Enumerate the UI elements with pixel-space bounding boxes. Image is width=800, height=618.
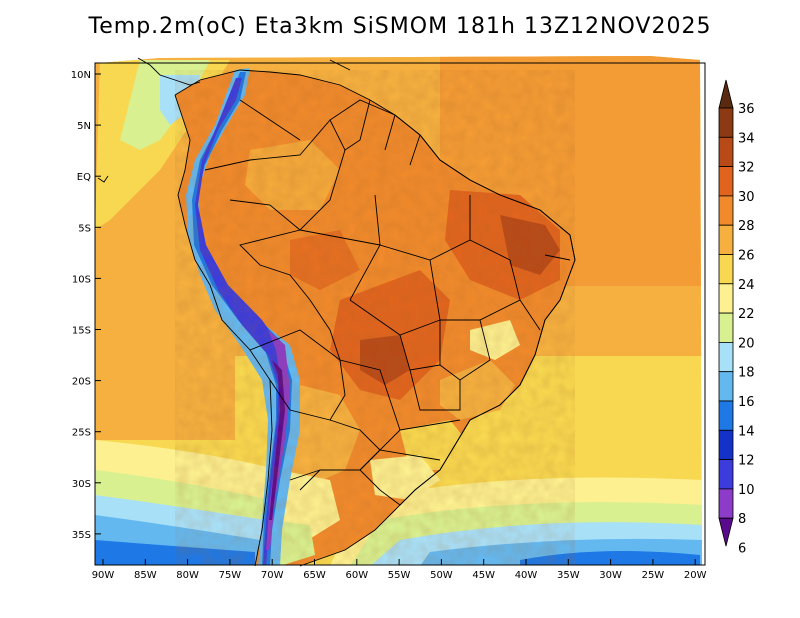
colorbar-label: 8 xyxy=(738,512,746,527)
colorbar-label: 16 xyxy=(738,395,755,410)
colorbar-segment xyxy=(718,312,734,343)
colorbar-label: 18 xyxy=(738,366,755,381)
colorbar-label: 28 xyxy=(738,219,755,234)
colorbar-segment xyxy=(718,283,734,314)
colorbar-segment xyxy=(718,254,734,285)
map-frame xyxy=(94,62,706,566)
colorbar-segment xyxy=(718,195,734,226)
colorbar-label: 6 xyxy=(738,542,746,557)
colorbar-label: 22 xyxy=(738,307,755,322)
lat-label: 15S xyxy=(72,326,91,337)
colorbar-label: 36 xyxy=(738,102,755,117)
colorbar-bottom-arrow xyxy=(718,517,734,547)
lon-label: 60W xyxy=(345,570,368,581)
map-field xyxy=(95,56,702,565)
colorbar-label: 20 xyxy=(738,336,755,351)
lat-label: 10S xyxy=(72,274,91,285)
colorbar-segment xyxy=(718,136,734,168)
lon-label: 50W xyxy=(430,570,453,581)
latitude-axis: 10N 5N EQ 5S 10S 15S 20S 25S 30S 35S xyxy=(71,70,101,541)
country-boundaries xyxy=(97,57,576,567)
colorbar-label: 32 xyxy=(738,161,755,176)
lon-label: 70W xyxy=(261,570,284,581)
colorbar-segment xyxy=(718,166,734,197)
lon-label: 55W xyxy=(388,570,411,581)
lon-label: 80W xyxy=(176,570,199,581)
colorbar-label: 12 xyxy=(738,454,755,469)
colorbar-segment xyxy=(718,341,734,373)
lat-label: 30S xyxy=(72,479,91,490)
lon-label: 20W xyxy=(684,570,707,581)
colorbar-top-arrow xyxy=(718,79,734,109)
lon-label: 40W xyxy=(515,570,538,581)
colorbar-segment xyxy=(718,459,734,490)
colorbar-label: 34 xyxy=(738,131,755,146)
lon-label: 75W xyxy=(219,570,242,581)
lon-label: 45W xyxy=(472,570,495,581)
lat-label: 10N xyxy=(71,70,91,81)
colorbar-label: 24 xyxy=(738,278,755,293)
colorbar-segment xyxy=(718,371,734,402)
colorbar-label: 10 xyxy=(738,483,755,498)
colorbar-segment xyxy=(718,224,734,255)
lat-label: EQ xyxy=(77,172,91,183)
lat-label: 35S xyxy=(72,530,91,541)
lon-label: 65W xyxy=(303,570,326,581)
lon-label: 90W xyxy=(92,570,115,581)
map-title: Temp.2m(oC) Eta3km SiSMOM 181h 13Z12NOV2… xyxy=(88,14,712,39)
lon-label: 85W xyxy=(134,570,157,581)
lon-label: 25W xyxy=(642,570,665,581)
colorbar-label: 14 xyxy=(738,424,755,439)
lat-label: 5S xyxy=(78,223,91,234)
colorbar-segment xyxy=(718,488,734,519)
colorbar: 36 34 32 30 28 26 24 22 20 18 16 14 12 10 8 6 xyxy=(718,79,755,557)
lat-label: 20S xyxy=(72,377,91,388)
lon-label: 30W xyxy=(599,570,622,581)
colorbar-label: 26 xyxy=(738,249,755,264)
lon-label: 35W xyxy=(557,570,580,581)
colorbar-segment xyxy=(718,429,734,460)
colorbar-label: 30 xyxy=(738,190,755,205)
lat-label: 5N xyxy=(77,121,91,132)
lat-label: 25S xyxy=(72,428,91,439)
colorbar-segment xyxy=(718,400,734,431)
longitude-axis: 90W 85W 80W 75W 70W 65W 60W 55W 50W 45W 40W 35W 30W 2… xyxy=(92,559,707,581)
colorbar-segment xyxy=(718,107,734,138)
